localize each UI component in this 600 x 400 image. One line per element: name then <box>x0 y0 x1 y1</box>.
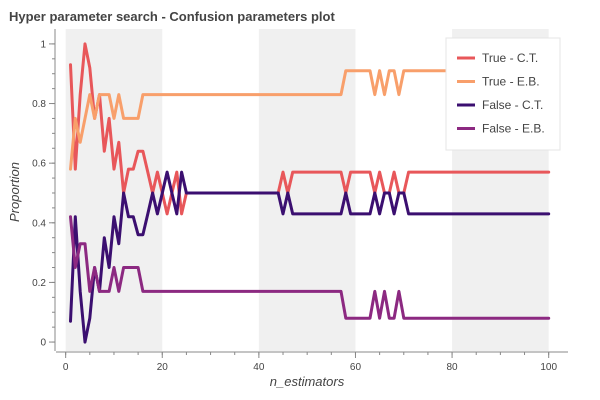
series-line-4 <box>69 215 551 320</box>
y-tick-label: 0.6 <box>32 159 46 170</box>
series-lines <box>69 42 551 344</box>
x-tick-label: 0 <box>63 362 69 373</box>
series-line-2 <box>69 69 551 171</box>
legend-label: False - E.B. <box>482 122 545 136</box>
legend[interactable]: True - C.T. True - E.B. False - C.T. False … <box>445 37 561 151</box>
series-line-3 <box>69 170 551 344</box>
y-axis: 0 0.2 0.4 0.6 0.8 1 <box>32 29 56 351</box>
y-axis-label: Proportion <box>7 162 22 222</box>
y-tick-label: 0.8 <box>32 99 46 110</box>
x-axis: 0 20 40 60 80 100 <box>56 351 568 373</box>
y-tick-label: 1 <box>40 39 46 50</box>
y-tick-label: 0.4 <box>32 218 46 229</box>
y-tick-label: 0.2 <box>32 278 46 289</box>
legend-label: False - C.T. <box>482 98 543 112</box>
y-tick-label: 0 <box>40 338 46 349</box>
x-tick-label: 100 <box>540 362 557 373</box>
chart-title: Hyper parameter search - Confusion param… <box>9 9 335 24</box>
x-axis-label: n_estimators <box>270 374 345 389</box>
x-tick-label: 80 <box>447 362 459 373</box>
x-tick-label: 40 <box>253 362 265 373</box>
x-tick-label: 60 <box>350 362 362 373</box>
background-band <box>258 29 356 351</box>
x-tick-label: 20 <box>157 362 169 373</box>
legend-label: True - C.T. <box>482 51 538 65</box>
legend-label: True - E.B. <box>482 75 540 89</box>
